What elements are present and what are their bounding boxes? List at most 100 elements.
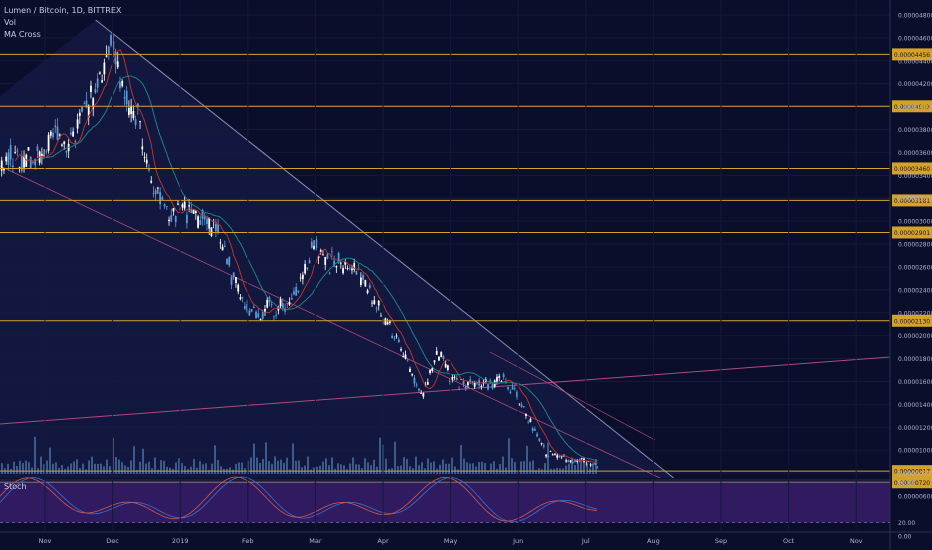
candle-body (440, 351, 443, 358)
candle-body (533, 428, 536, 431)
candle-body (498, 375, 501, 378)
candle-body (549, 451, 552, 452)
candle-body (293, 291, 295, 295)
volume-bar (367, 462, 369, 474)
volume-bar (325, 458, 327, 474)
candle-body (177, 203, 179, 205)
volume-bar (100, 463, 102, 474)
ma-cross-indicator-label[interactable]: MA Cross (4, 30, 41, 39)
volume-bar (580, 459, 582, 474)
candle-body (199, 220, 202, 225)
volume-bar (184, 466, 186, 474)
volume-bar (520, 461, 522, 474)
volume-bar (298, 460, 300, 474)
candle-body (373, 300, 376, 305)
volume-bar (16, 466, 18, 474)
vol-indicator-label[interactable]: Vol (4, 18, 16, 27)
candle-body (105, 55, 108, 57)
candle-body (362, 275, 365, 280)
candle-body (36, 146, 39, 151)
x-tick-label: Nov (39, 537, 52, 545)
candle-body (237, 284, 240, 292)
y-tick-label: 0.00000600 (898, 494, 932, 501)
volume-bar (22, 463, 24, 474)
candle-body (395, 335, 398, 337)
volume-bar (118, 459, 120, 474)
volume-bar (322, 461, 324, 474)
candle-body (25, 154, 28, 167)
candle-body (594, 462, 597, 465)
candle-body (232, 272, 235, 278)
candle-body (422, 392, 425, 397)
volume-bar (301, 467, 303, 474)
volume-bar (97, 463, 99, 474)
symbol-title[interactable]: Lumen / Bitcoin, 1D, BITTREX (4, 6, 122, 15)
x-tick-label: Mar (309, 537, 322, 545)
candle-body (380, 315, 382, 317)
volume-bar (193, 458, 195, 474)
volume-bar (109, 466, 111, 474)
candle-body (148, 168, 150, 171)
volume-bar (94, 463, 96, 474)
level-label: 0.00004003 (894, 104, 930, 111)
candle-body (101, 80, 104, 83)
volume-bar (343, 465, 345, 474)
candle-body (143, 157, 146, 159)
volume-bar (394, 441, 396, 474)
candle-body (272, 315, 275, 317)
volume-bar (139, 461, 141, 474)
volume-bar (235, 463, 237, 474)
volume-bar (448, 463, 450, 474)
candle-body (446, 365, 449, 370)
volume-bar (28, 462, 30, 474)
candle-body (230, 276, 233, 285)
candle-body (322, 254, 324, 256)
candle-body (239, 297, 242, 300)
candle-body (119, 82, 121, 89)
volume-bar (379, 437, 381, 474)
volume-bar (406, 458, 408, 474)
candle-body (150, 180, 153, 183)
y-tick-label: 0.00002800 (898, 242, 932, 249)
y-tick-label: 0.00001400 (898, 402, 932, 409)
volume-bar (43, 464, 45, 474)
x-tick-label: Nov (850, 537, 863, 545)
stoch-indicator-label[interactable]: Stoch (4, 482, 27, 491)
volume-bar (586, 463, 588, 474)
volume-bar (40, 456, 42, 474)
volume-bar (265, 442, 267, 474)
volume-bar (256, 457, 258, 474)
level-label: 0.00002130 (894, 318, 930, 325)
volume-bar (274, 456, 276, 474)
candle-body (500, 381, 503, 382)
candle-body (7, 152, 10, 166)
volume-bar (547, 442, 549, 474)
candle-body (208, 217, 211, 229)
level-label-bg (892, 162, 932, 175)
candle-body (170, 215, 173, 222)
volume-bar (445, 463, 447, 474)
candle-body (243, 306, 246, 309)
candle-body (98, 72, 101, 74)
volume-bar (286, 457, 288, 474)
candle-body (397, 339, 400, 343)
candle-body (18, 167, 21, 169)
candle-body (65, 151, 68, 153)
candle-body (417, 388, 420, 391)
candle-body (406, 359, 409, 361)
candle-body (63, 141, 66, 145)
y-tick-label: 0.00004000 (898, 104, 932, 111)
volume-bar (166, 466, 168, 474)
candle-body (78, 112, 81, 117)
volume-bar (202, 464, 204, 474)
candle-body (420, 393, 423, 394)
volume-bar (106, 459, 108, 474)
candle-body (571, 461, 574, 464)
volume-bar (148, 461, 150, 474)
candle-body (589, 464, 592, 466)
volume-bar (415, 456, 417, 474)
candle-body (161, 197, 164, 200)
y-tick-label: 0.00000800 (898, 471, 932, 478)
level-label-bg (892, 194, 932, 207)
